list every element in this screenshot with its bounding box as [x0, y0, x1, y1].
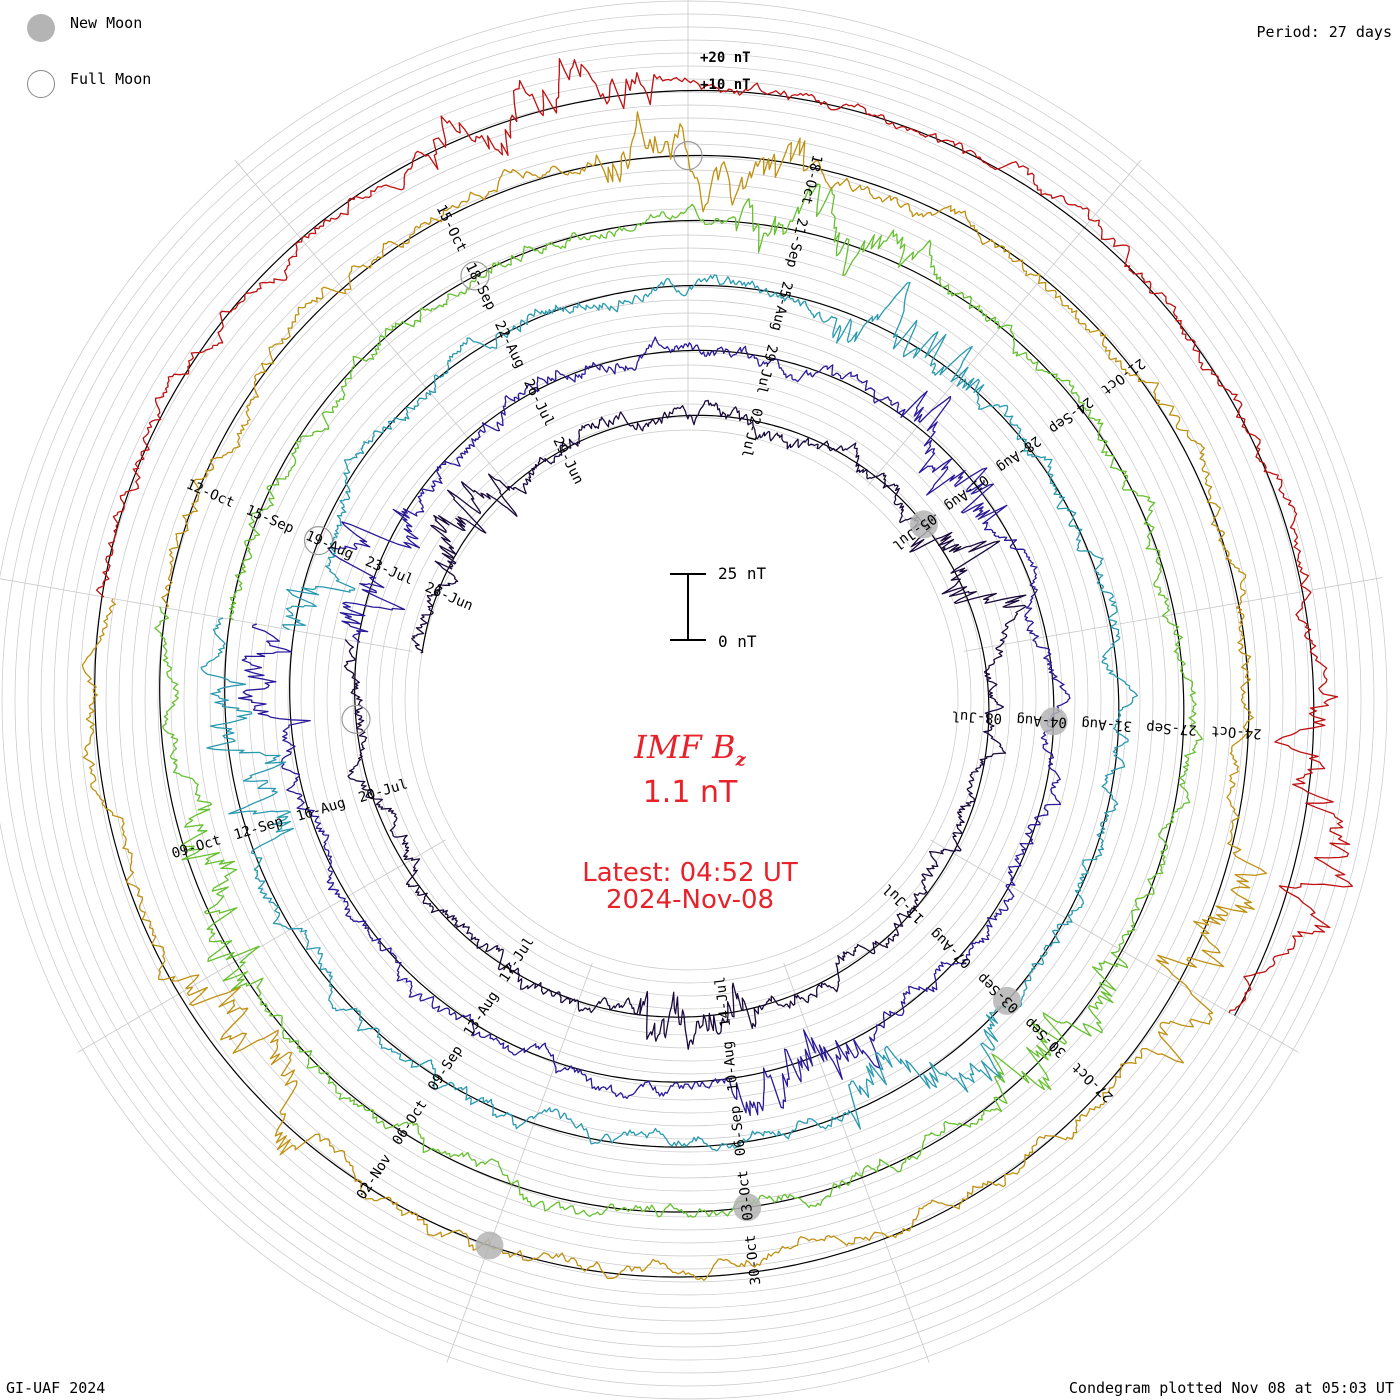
scale-bar-vertical	[687, 574, 689, 640]
date-label: 03-Oct	[735, 1169, 757, 1221]
grid-spoke	[867, 159, 1142, 486]
full-moon-marker	[673, 141, 703, 171]
period-label: Period: 27 days	[1256, 23, 1392, 41]
full-moon-marker	[460, 261, 490, 291]
series-line	[81, 111, 1268, 1281]
date-label: 18-Oct	[798, 153, 825, 206]
date-label: 21-Sep	[783, 216, 810, 269]
date-label: 27-Sep	[1146, 719, 1197, 738]
center-title: IMF Bz	[540, 728, 840, 770]
scale-bottom-label: 0 nT	[718, 632, 757, 651]
moon-markers	[303, 141, 1068, 1260]
series-line	[237, 336, 1071, 1117]
plotted-label: Condegram plotted Nov 08 at 05:03 UT	[1068, 1379, 1394, 1397]
series-line	[154, 183, 1203, 1218]
series-line	[95, 58, 1354, 1014]
date-label: 10-Aug	[720, 1040, 742, 1092]
full-moon-marker	[303, 525, 334, 556]
grid-ring	[313, 325, 1063, 1075]
date-label: 12-Oct	[184, 477, 237, 512]
full-moon-marker	[341, 704, 371, 734]
date-label: 25-Aug	[768, 280, 795, 333]
date-label: 15-Oct	[433, 202, 470, 254]
date-label: 26-Jul	[520, 377, 557, 429]
date-label: 23-Jul	[363, 554, 416, 589]
full-moon-icon	[27, 70, 55, 98]
latest-date: 2024-Nov-08	[605, 885, 775, 915]
scale-top-label: 25 nT	[718, 564, 767, 583]
new-moon-marker	[475, 1231, 504, 1260]
date-label: 08-Jul	[951, 707, 1002, 726]
date-label: 31-Aug	[1081, 715, 1132, 734]
credit-label: GI-UAF 2024	[6, 1379, 106, 1397]
date-label: 15-Sep	[243, 502, 296, 537]
data-series	[81, 58, 1354, 1281]
latest-time: Latest: 04:52 UT	[582, 858, 798, 888]
date-label: 04-Aug	[1016, 711, 1067, 730]
grid-spoke	[77, 839, 446, 1053]
date-label: 30-Oct	[743, 1234, 765, 1286]
date-label: 12-Sep	[232, 814, 285, 844]
series-line	[200, 274, 1138, 1152]
grid-ring	[300, 312, 1076, 1088]
date-label: 06-Sep	[728, 1105, 750, 1157]
center-title-main: IMF B	[634, 728, 736, 766]
new-moon-marker	[909, 510, 938, 539]
legend-new-moon-label: New Moon	[70, 14, 143, 32]
new-moon-marker	[733, 1193, 762, 1222]
scale-bar-bottom-tick	[670, 639, 706, 641]
date-label: 29-Jul	[753, 343, 780, 396]
date-label: 16-Aug	[294, 795, 347, 825]
reference-labels: +20 nT +10 nT	[700, 50, 751, 93]
reference-label: +10 nT	[700, 77, 751, 93]
grid-spoke	[234, 159, 509, 486]
grid-ring	[352, 364, 1024, 1036]
date-label: 14-Jul	[712, 976, 734, 1028]
baseline-spiral	[94, 89, 1315, 1278]
grid-spoke	[0, 578, 413, 652]
grid-spoke	[783, 962, 930, 1363]
reference-label: +20 nT	[700, 50, 751, 66]
date-label: 18-Sep	[462, 260, 499, 312]
date-label: 29-Jun	[549, 435, 586, 487]
baseline-path	[94, 89, 1315, 1278]
new-moon-icon	[27, 14, 55, 42]
new-moon-marker	[1039, 707, 1068, 736]
date-label: 24-Oct	[1211, 722, 1262, 741]
scale-bar-top-tick	[670, 573, 706, 575]
legend-full-moon-label: Full Moon	[70, 70, 152, 88]
date-label: 02-Jul	[738, 406, 765, 459]
series-line	[343, 399, 1027, 1050]
center-title-sub: z	[735, 749, 746, 771]
grid-spokes	[0, 0, 1383, 1363]
date-label: 20-Jul	[357, 776, 410, 806]
grid-ring	[417, 429, 959, 971]
new-moon-marker	[993, 986, 1021, 1015]
grid-spoke	[446, 962, 593, 1363]
center-value: 1.1 nT	[642, 775, 738, 810]
grid-spoke	[930, 839, 1299, 1053]
